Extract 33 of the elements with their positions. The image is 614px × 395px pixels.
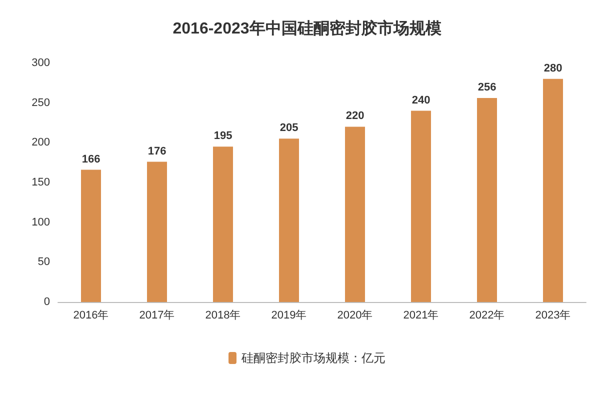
y-tick-label: 100 bbox=[32, 216, 50, 228]
bar bbox=[411, 110, 431, 302]
x-tick-label: 2016年 bbox=[73, 310, 109, 322]
chart-title: 2016-2023年中国硅酮密封胶市场规模 bbox=[172, 20, 442, 38]
bar bbox=[345, 126, 365, 302]
legend-label: 硅酮密封胶市场规模：亿元 bbox=[240, 351, 386, 365]
x-tick-label: 2019年 bbox=[271, 310, 307, 322]
y-tick-label: 250 bbox=[32, 96, 50, 109]
data-label: 220 bbox=[346, 110, 364, 122]
y-tick-label: 150 bbox=[32, 176, 50, 188]
bar bbox=[543, 78, 563, 302]
x-tick-label: 2022年 bbox=[469, 310, 505, 322]
data-label: 205 bbox=[280, 122, 298, 134]
x-tick-label: 2018年 bbox=[205, 310, 241, 322]
data-label: 176 bbox=[148, 145, 166, 158]
data-label: 256 bbox=[478, 82, 496, 94]
y-tick-label: 0 bbox=[44, 296, 50, 308]
x-tick-label: 2020年 bbox=[337, 310, 373, 322]
x-tick-label: 2021年 bbox=[403, 310, 439, 322]
bar bbox=[213, 146, 233, 302]
x-tick-label: 2023年 bbox=[535, 310, 571, 322]
data-label: 195 bbox=[214, 130, 232, 142]
data-label: 240 bbox=[412, 94, 430, 106]
x-tick-label: 2017年 bbox=[139, 310, 175, 322]
y-tick-label: 200 bbox=[32, 136, 50, 149]
bar bbox=[477, 98, 497, 302]
bar bbox=[279, 138, 299, 302]
y-tick-label: 300 bbox=[32, 57, 50, 69]
y-tick-label: 50 bbox=[38, 256, 50, 268]
bar bbox=[147, 162, 167, 302]
data-label: 166 bbox=[82, 153, 100, 166]
data-label: 280 bbox=[544, 62, 562, 74]
bar bbox=[81, 170, 101, 302]
